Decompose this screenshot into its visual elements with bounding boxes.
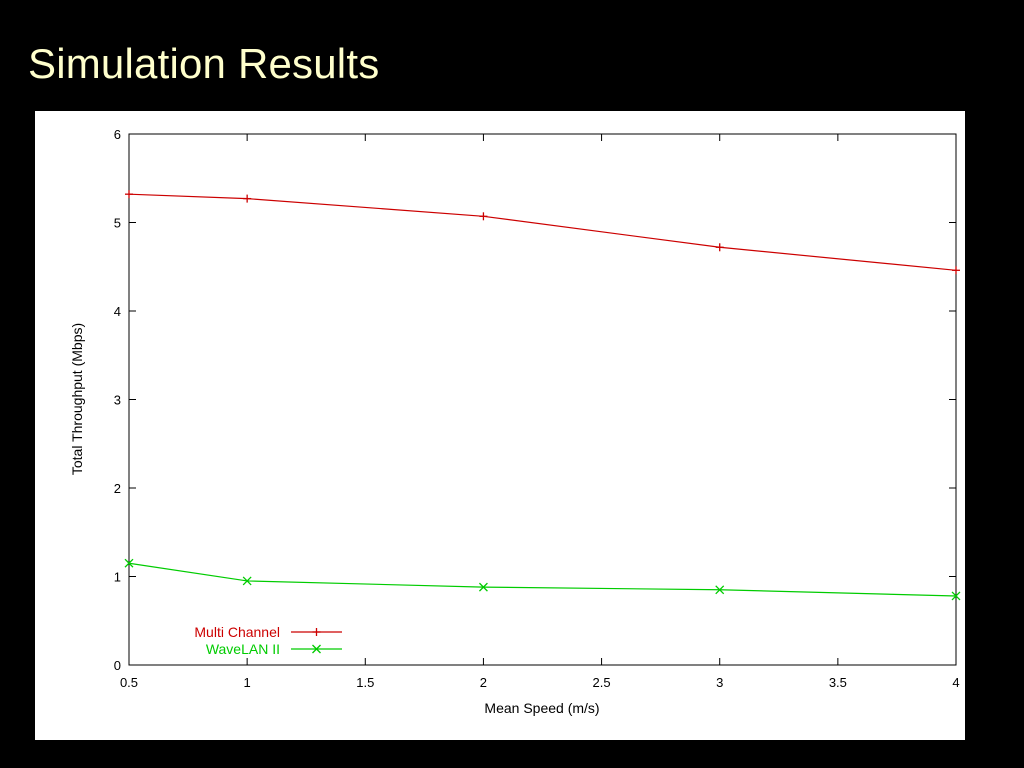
data-point — [243, 194, 252, 203]
data-point — [124, 558, 134, 568]
chart-panel: 0 1 2 3 4 5 6 0.5 1 1.5 2 2.5 3 3.5 4 Mean Speed (m/s… — [35, 111, 965, 740]
x-tick-label: 2 — [480, 675, 487, 690]
x-tick-label: 0.5 — [120, 675, 138, 690]
y-axis: 0 1 2 3 4 5 6 — [114, 127, 956, 673]
y-tick-label: 0 — [114, 658, 121, 673]
legend-marker — [312, 628, 321, 636]
series-line-0 — [128, 193, 957, 271]
y-tick-label: 2 — [114, 481, 121, 496]
data-point — [479, 212, 488, 221]
data-point — [951, 591, 961, 601]
legend-marker — [312, 644, 321, 654]
data-point — [478, 582, 488, 592]
plot-frame — [128, 133, 957, 666]
data-point — [715, 585, 725, 595]
y-tick-label: 6 — [114, 127, 121, 142]
x-axis-title: Mean Speed (m/s) — [484, 700, 599, 716]
data-point — [242, 576, 252, 586]
series-line-1 — [128, 562, 957, 597]
data-point — [125, 190, 133, 199]
data-point — [715, 243, 724, 252]
throughput-chart: 0 1 2 3 4 5 6 0.5 1 1.5 2 2.5 3 3.5 4 Mean Speed (m/s… — [69, 127, 961, 716]
y-tick-label: 4 — [114, 304, 121, 319]
slide-title: Simulation Results — [28, 40, 380, 87]
y-tick-label: 3 — [114, 393, 121, 408]
y-tick-label: 5 — [114, 216, 121, 231]
legend-label: WaveLAN II — [206, 641, 280, 657]
legend-label: Multi Channel — [194, 624, 280, 640]
x-tick-label: 3.5 — [829, 675, 847, 690]
data-point — [952, 266, 960, 275]
y-axis-title: Total Throughput (Mbps) — [69, 323, 85, 475]
x-tick-label: 1.5 — [356, 675, 374, 690]
x-tick-label: 4 — [952, 675, 959, 690]
x-tick-label: 3 — [716, 675, 723, 690]
series-layer — [124, 190, 961, 601]
x-tick-label: 2.5 — [593, 675, 611, 690]
x-tick-label: 1 — [244, 675, 251, 690]
x-axis: 0.5 1 1.5 2 2.5 3 3.5 4 — [120, 134, 960, 690]
y-tick-label: 1 — [114, 570, 121, 585]
